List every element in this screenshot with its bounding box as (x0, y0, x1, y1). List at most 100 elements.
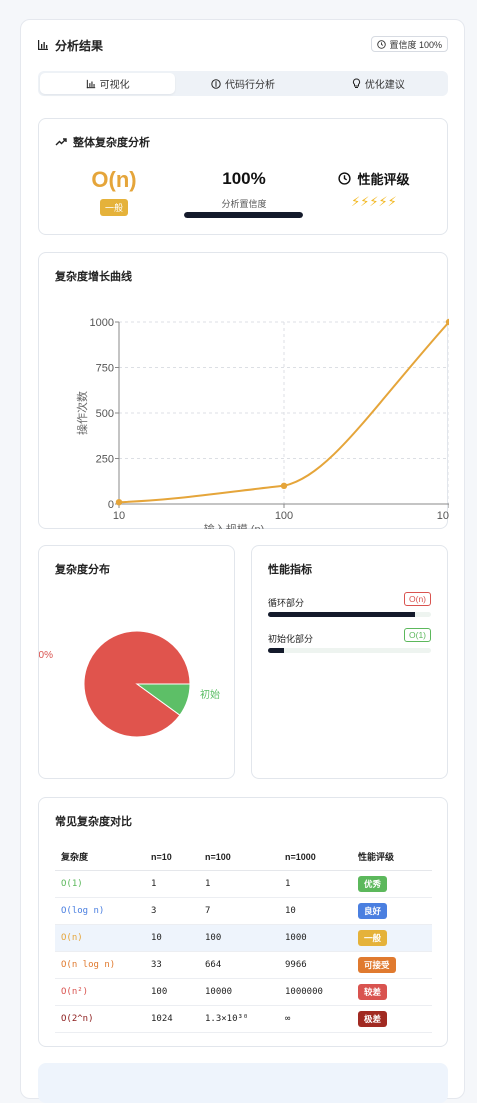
rating-badge: 极差 (358, 1010, 388, 1027)
x-tick-label: 100 (275, 510, 293, 522)
distribution-pie-chart: 90% 初始 (39, 630, 220, 738)
confidence-badge: 置信度 100% (371, 36, 448, 52)
tab-label: 优化建议 (364, 80, 405, 91)
rating-badge: 良好 (358, 902, 388, 919)
n10-cell: 1 (151, 870, 205, 898)
metric-label: 初始化部分 (268, 634, 314, 644)
panel-title: 分析结果 (55, 38, 104, 53)
tab-visualization[interactable]: 可视化 (40, 73, 176, 94)
metric-bar (268, 648, 431, 653)
table-row: O(n) 10 100 1000 一般 (55, 924, 432, 952)
table-row: O(log n) 3 7 10 良好 (55, 897, 432, 925)
n10-cell: 3 (151, 897, 205, 925)
table-header-row: 复杂度 n=10 n=100 n=1000 性能评级 (55, 844, 432, 871)
suggestion-banner (38, 1063, 448, 1103)
n100-cell: 1.3×10³⁰ (205, 1005, 285, 1033)
confidence-progress-fill (184, 212, 303, 218)
rating-bolts: ⚡⚡⚡⚡⚡ (351, 194, 397, 209)
metric-complexity-tag: O(n) (404, 592, 431, 606)
rating-metric: 性能评级 ⚡⚡⚡⚡⚡ (329, 169, 419, 210)
confidence-label: 分析置信度 (221, 199, 267, 209)
lightbulb-icon (352, 78, 360, 88)
n100-cell: 7 (205, 897, 285, 925)
metric-bar-fill (268, 612, 415, 617)
y-axis-label: 操作次数 (75, 391, 89, 435)
metrics-card: 性能指标 循环部分 O(n) 初始化部分 O(1) (251, 545, 448, 779)
rating-cell: 可接受 (358, 951, 432, 979)
trending-up-icon (55, 138, 67, 146)
complexity-cell: O(n²) (55, 978, 151, 1006)
table-row: O(n²) 100 10000 1000000 较差 (55, 978, 432, 1006)
view-tabs: 可视化 代码行分析 优化建议 (38, 71, 448, 96)
rating-cell: 极差 (358, 1005, 432, 1033)
table-row: O(n log n) 33 664 9966 可接受 (55, 951, 432, 979)
rating-title: 性能评级 (357, 172, 410, 187)
distribution-card: 复杂度分布 90% 初始 (38, 545, 235, 779)
column-header: 复杂度 (55, 844, 151, 871)
metric-bar-fill (268, 648, 285, 653)
x-axis-label: 输入规模 (n) (204, 522, 265, 529)
metric-complexity-tag: O(1) (404, 628, 431, 642)
tab-label: 可视化 (99, 80, 130, 91)
n100-cell: 100 (205, 924, 285, 952)
column-header: n=10 (151, 844, 205, 871)
tab-code-lines[interactable]: 代码行分析 (175, 73, 310, 94)
data-point (445, 318, 449, 326)
panel-header: 分析结果 置信度 100% (37, 36, 448, 54)
complexity-value: O(n) (91, 167, 137, 192)
overview-title-row: 整体复杂度分析 (55, 134, 150, 150)
metric-loop: 循环部分 O(n) (268, 592, 431, 617)
tab-optimization[interactable]: 优化建议 (311, 73, 446, 94)
complexity-cell: O(n) (55, 924, 151, 952)
complexity-cell: O(log n) (55, 897, 151, 925)
metric-init: 初始化部分 O(1) (268, 628, 431, 653)
y-tick-label: 250 (96, 454, 114, 466)
clock-icon (338, 172, 352, 185)
y-tick-label: 0 (108, 499, 114, 511)
complexity-tag: 一般 (99, 199, 128, 216)
complexity-cell: O(n log n) (55, 951, 151, 979)
n10-cell: 100 (151, 978, 205, 1006)
table-row: O(2^n) 1024 1.3×10³⁰ ∞ 极差 (55, 1005, 432, 1033)
n10-cell: 10 (151, 924, 205, 952)
comparison-title: 常见复杂度对比 (55, 816, 132, 828)
y-tick-label: 1000 (90, 317, 114, 329)
rating-badge: 一般 (358, 929, 388, 946)
pie-slice (135, 683, 191, 716)
n100-cell: 1 (205, 870, 285, 898)
confidence-badge-text: 置信度 100% (389, 39, 442, 50)
clock-icon (377, 39, 387, 49)
series-line (118, 321, 449, 504)
column-header: n=1000 (285, 844, 358, 871)
rating-cell: 优秀 (358, 870, 432, 898)
rating-cell: 一般 (358, 924, 432, 952)
growth-chart-title: 复杂度增长曲线 (55, 271, 132, 283)
comparison-table: 复杂度 n=10 n=100 n=1000 性能评级 O(1) 1 1 1 优秀 O(lo… (55, 844, 432, 1033)
metrics-title: 性能指标 (268, 564, 312, 576)
n1000-cell: 9966 (285, 951, 358, 979)
confidence-progress (184, 212, 303, 218)
pie-label-loop: 90% (39, 650, 53, 661)
n100-cell: 664 (205, 951, 285, 979)
complexity-metric: O(n) 一般 (74, 167, 154, 216)
x-tick-label: 10 (113, 510, 125, 522)
y-tick-label: 500 (96, 408, 114, 420)
confidence-value: 100% (222, 169, 266, 188)
growth-chart-card: 复杂度增长曲线 0 250 500 750 1000 10 100 1000 操作次数输入规模 … (38, 252, 449, 529)
data-point (115, 498, 123, 506)
rating-badge: 较差 (358, 983, 388, 1000)
rating-cell: 较差 (358, 978, 432, 1006)
table-row: O(1) 1 1 1 优秀 (55, 870, 432, 898)
tab-label: 代码行分析 (224, 80, 275, 91)
comparison-card: 常见复杂度对比 复杂度 n=10 n=100 n=1000 性能评级 O(1) 1… (38, 797, 448, 1047)
complexity-cell: O(1) (55, 870, 151, 898)
n1000-cell: ∞ (285, 1005, 358, 1033)
confidence-metric: 100% 分析置信度 (184, 169, 304, 210)
n1000-cell: 10 (285, 897, 358, 925)
bar-chart-icon (38, 40, 48, 50)
n1000-cell: 1000000 (285, 978, 358, 1006)
pie-label-init: 初始 (200, 688, 220, 701)
overview-card: 整体复杂度分析 O(n) 一般 100% 分析置信度 性能评级 ⚡⚡⚡⚡⚡ (38, 118, 448, 235)
rating-cell: 良好 (358, 897, 432, 925)
metric-label: 循环部分 (268, 598, 305, 608)
